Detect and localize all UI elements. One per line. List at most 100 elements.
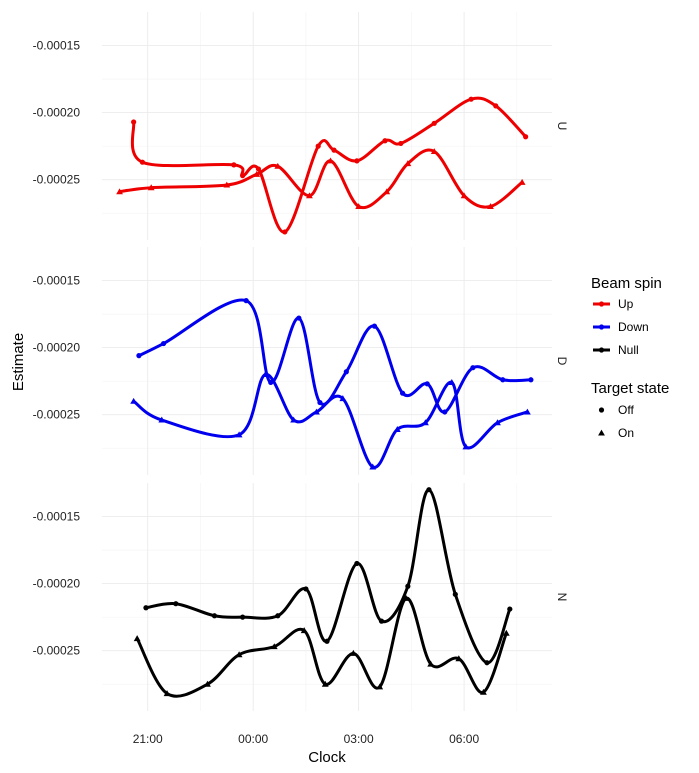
data-point-on (163, 690, 171, 697)
data-point-off (136, 353, 142, 359)
data-point-on (313, 408, 320, 415)
data-point-on (300, 627, 308, 634)
series-line-null-off (144, 488, 512, 665)
data-point-off (405, 583, 411, 589)
x-axis-title: Clock (308, 749, 346, 766)
legend-key-off (598, 407, 605, 413)
facet-strip-label: U (555, 122, 569, 131)
data-point-on (523, 408, 531, 415)
data-point-off (378, 618, 385, 624)
data-point-off (173, 601, 179, 607)
data-point-on (262, 371, 269, 377)
data-point-off (426, 487, 432, 493)
data-point-off (303, 586, 309, 592)
data-point-off (211, 613, 218, 619)
x-tick-label: 06:00 (449, 732, 479, 746)
chart-panels: -0.00015 -0.00020 -0.00025 U -0.00015 -0.0002… (33, 12, 569, 711)
legend-label-on: On (618, 426, 634, 440)
grid (102, 12, 552, 240)
data-point-on (518, 178, 526, 185)
data-point-off (431, 120, 437, 126)
legend-label-off: Off (618, 403, 634, 417)
data-point-on (376, 683, 384, 690)
y-axis-title: Estimate (10, 333, 27, 391)
data-point-off (354, 158, 360, 164)
data-point-off (399, 390, 406, 396)
data-point-on (321, 680, 329, 687)
data-point-on (339, 395, 347, 402)
data-point-off (240, 614, 246, 620)
series-line-up-on (118, 148, 524, 210)
data-point-on (502, 629, 510, 636)
data-point-on (494, 419, 501, 426)
legend-label-up: Up (618, 297, 634, 311)
facet-strip-label: N (555, 593, 569, 602)
data-point-on (383, 188, 391, 195)
y-tick-label: -0.00025 (33, 173, 81, 187)
data-point-off (354, 560, 360, 567)
data-point-on (116, 188, 123, 195)
data-point-on (235, 651, 243, 658)
grid (102, 247, 552, 475)
data-point-off (523, 134, 529, 140)
x-tick-label: 00:00 (238, 732, 268, 746)
data-point-off (139, 159, 146, 165)
data-point-on (448, 379, 456, 386)
data-point-off (371, 323, 378, 329)
data-point-on (147, 184, 155, 191)
data-point-off (275, 613, 281, 619)
data-point-off (324, 638, 330, 644)
data-point-off (442, 409, 448, 415)
y-tick-label: -0.00020 (33, 577, 81, 591)
data-point-on (369, 463, 377, 470)
y-tick-label: -0.00015 (33, 39, 81, 53)
data-point-on (462, 443, 470, 450)
data-point-on (349, 649, 357, 656)
y-tick-label: -0.00025 (33, 644, 81, 658)
data-point-off (240, 173, 246, 179)
data-point-on (270, 643, 278, 650)
data-point-off (331, 147, 337, 153)
legend-label-down: Down (618, 320, 649, 334)
data-point-off (382, 138, 388, 144)
data-point-off (484, 660, 490, 666)
panel-U: -0.00015 -0.00020 -0.00025 U (33, 12, 569, 240)
grid (102, 483, 552, 711)
data-point-on (355, 203, 363, 210)
data-point-off (424, 381, 430, 387)
data-point-on (158, 416, 166, 423)
data-point-off (160, 340, 167, 347)
data-point-off (296, 315, 302, 321)
data-point-off (468, 96, 474, 102)
data-point-on (130, 397, 138, 404)
data-point-on (133, 635, 141, 642)
data-point-on (223, 181, 231, 188)
legend-key-on (598, 429, 605, 436)
legend-title-beam-spin: Beam spin (591, 275, 662, 292)
data-point-on (235, 431, 243, 438)
x-tick-label: 21:00 (133, 732, 163, 746)
data-point-on (430, 148, 438, 155)
data-point-on (402, 594, 410, 601)
data-point-on (455, 655, 463, 662)
x-tick-label: 03:00 (344, 732, 374, 746)
data-point-off (131, 119, 137, 125)
data-point-off (317, 399, 323, 406)
legend-key-point (598, 347, 605, 353)
legend-key-point (598, 324, 605, 330)
data-point-on (290, 416, 298, 423)
data-point-off (500, 377, 506, 383)
series-line-down-on (132, 372, 529, 469)
data-point-off (282, 229, 288, 235)
data-point-on (274, 162, 282, 169)
legend: Beam spin Up Down Null Target state Off On (591, 275, 669, 440)
data-point-off (315, 143, 321, 149)
data-point-on (327, 157, 334, 164)
data-point-on (427, 660, 435, 667)
x-axis: 21:00 00:00 03:00 06:00 (133, 732, 480, 746)
series-line-up-off (130, 96, 528, 234)
data-point-on (204, 680, 211, 687)
facet-strip-label: D (555, 357, 569, 366)
data-point-off (452, 591, 458, 597)
